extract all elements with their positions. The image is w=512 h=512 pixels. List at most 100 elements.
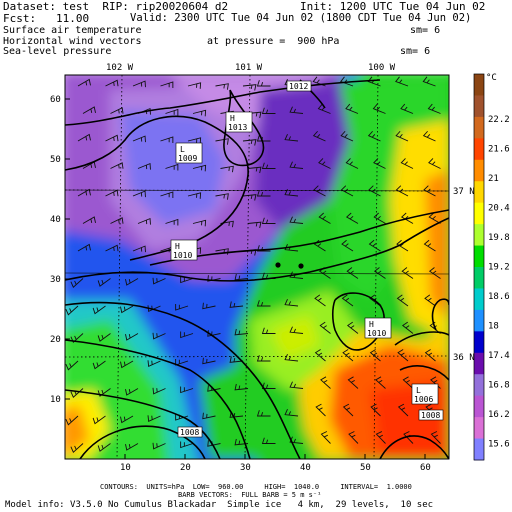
colorbar-label: 19.2 [488, 263, 510, 273]
header-dataset: Dataset: test RIP: rip20020604 d2 [3, 0, 229, 13]
wind-barb [340, 130, 354, 142]
wind-barb [77, 243, 91, 252]
wind-barb [152, 387, 166, 395]
wind-barb [341, 239, 354, 252]
wind-barb [289, 106, 304, 114]
colorbar-unit: °C [486, 73, 497, 83]
wind-barb [430, 431, 441, 444]
wind-barb [284, 408, 299, 417]
wind-barb [65, 305, 79, 316]
wind-barb [110, 107, 124, 114]
wind-barb [401, 321, 414, 334]
header-sm-slp: sm= 6 [400, 46, 431, 57]
header-pressure-level: at pressure = 900 hPa [207, 36, 340, 47]
wind-barb [215, 83, 229, 90]
wind-barb [92, 360, 106, 370]
wind-barb [397, 349, 409, 362]
wind-barb [192, 219, 207, 227]
wind-barb [261, 382, 276, 389]
wind-barb [220, 165, 234, 173]
wind-barb [192, 164, 207, 172]
pressure-label-1008-south: 1008 [177, 426, 203, 438]
temperature-field [65, 75, 449, 459]
colorbar-swatch [474, 74, 484, 96]
wind-barb [395, 76, 409, 87]
wind-barb [289, 381, 304, 389]
x-tick-label: 10 [120, 463, 131, 473]
svg-text:H: H [175, 242, 180, 251]
colorbar-label: 21 [488, 174, 499, 184]
wind-barb [187, 192, 202, 199]
wind-barb [284, 188, 299, 197]
colorbar-label: 16.2 [488, 410, 510, 420]
wind-barb [370, 403, 381, 417]
wind-barb [105, 134, 119, 142]
wind-barb [312, 130, 326, 142]
wind-barb [92, 415, 106, 425]
pressure-labels: 1012 H 1013 L 1009 H 1010 H 1010 L 1006 [170, 80, 444, 438]
wind-barb [242, 194, 257, 201]
pressure-label-low-1009: L 1009 [175, 142, 203, 164]
wind-barb [256, 410, 271, 417]
header-field-temp: Surface air temperature [3, 25, 142, 36]
wind-barb [314, 349, 326, 362]
wind-barb [137, 162, 151, 170]
colorbar-swatch [474, 138, 484, 161]
wind-barb [318, 212, 331, 224]
colorbar: °C 22.2 21.6 21 20.4 19.8 19.2 18.6 18 17.4 16.8 1… [473, 73, 510, 461]
pressure-label-high-1013: H 1013 [225, 111, 253, 133]
wind-barb [289, 161, 304, 169]
wind-barb [247, 221, 262, 229]
wind-barb [341, 294, 354, 307]
wind-barb [82, 216, 96, 224]
wind-barb [314, 294, 326, 307]
wind-barb [160, 191, 174, 198]
plot-frame [64, 74, 450, 460]
wind-barb [165, 163, 179, 171]
wind-barb [97, 388, 111, 397]
wind-barb [428, 212, 441, 224]
wind-barb [284, 133, 299, 142]
wind-barb [125, 278, 139, 286]
colorbar-swatch [474, 331, 484, 354]
wind-barb [424, 349, 436, 362]
wind-barb [132, 80, 146, 88]
wind-barb [345, 158, 359, 169]
wind-barb [289, 216, 304, 224]
wind-barb [234, 273, 249, 281]
wind-barb [422, 130, 436, 142]
wind-barb [375, 376, 386, 389]
wind-barb [261, 437, 276, 444]
wind-barb [97, 443, 111, 452]
svg-text:1013: 1013 [228, 123, 247, 132]
colorbar-swatch [474, 224, 484, 247]
colorbar-label: 22.2 [488, 115, 510, 125]
wind-barb [202, 357, 216, 365]
wind-barb [375, 431, 386, 444]
y-tick-label: 40 [50, 215, 61, 225]
footer-model-info: Model info: V3.5.0 No Cumulus Blackadar … [5, 500, 434, 510]
svg-text:H: H [230, 114, 235, 123]
wind-barb [345, 103, 359, 114]
x-tick-label: 60 [420, 463, 431, 473]
svg-text:L: L [416, 386, 421, 395]
wind-barb [397, 403, 409, 417]
y-tick-label: 10 [50, 395, 61, 405]
wind-barb [77, 133, 91, 142]
header-fcst: Fcst: 11.00 [3, 12, 90, 25]
x-tick-label: 40 [300, 463, 311, 473]
wind-barb [215, 193, 229, 200]
svg-text:H: H [369, 320, 374, 329]
colorbar-swatch [474, 438, 484, 461]
wind-barb [132, 190, 146, 198]
pressure-label-low-1006: L 1006 [411, 383, 439, 405]
lat-label-36n: 36 N [453, 353, 475, 363]
wind-barb [368, 185, 381, 197]
wind-barb [160, 81, 174, 88]
wind-barb [261, 107, 276, 114]
wind-barb [120, 360, 134, 369]
wind-barb [82, 106, 96, 114]
wind-barb [180, 386, 194, 394]
y-tick-label: 50 [50, 155, 61, 165]
wind-barb [373, 158, 386, 169]
